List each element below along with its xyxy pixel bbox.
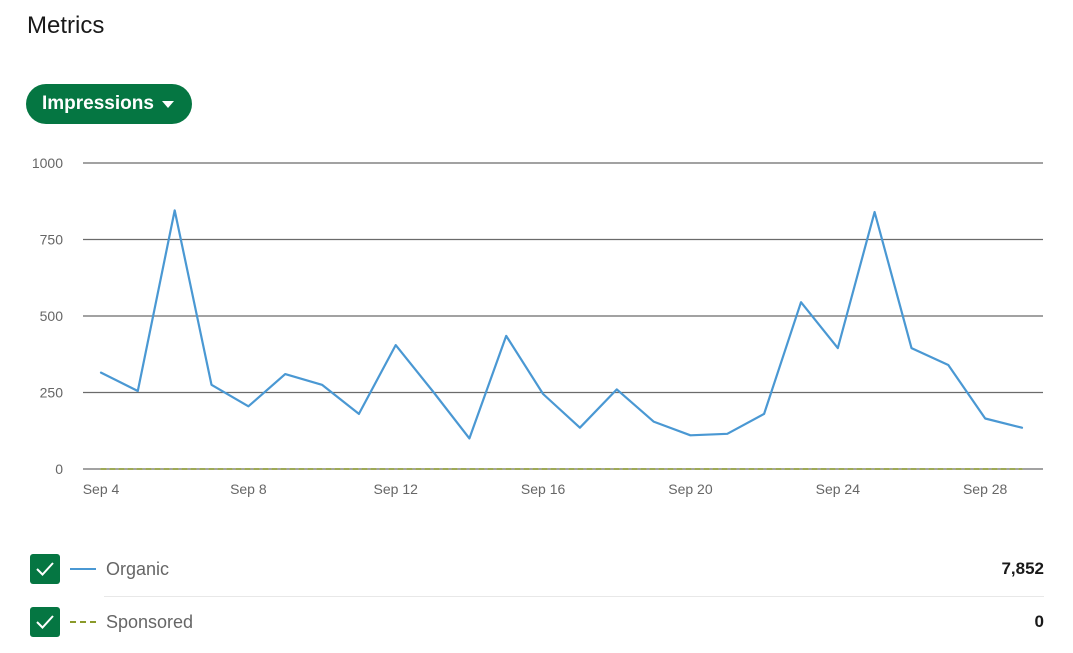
x-tick-label-sep-28: Sep 28 xyxy=(963,481,1008,497)
x-tick-label-sep-12: Sep 12 xyxy=(374,481,419,497)
legend-label-organic: Organic xyxy=(106,558,170,579)
checkmark-icon xyxy=(36,615,54,629)
sponsored-total: 0 xyxy=(1034,612,1044,631)
x-tick-label-sep-24: Sep 24 xyxy=(816,481,861,497)
legend-item-organic[interactable]: Organic 7,852 xyxy=(30,547,1044,591)
series-line-organic xyxy=(99,209,1024,440)
legend-divider xyxy=(104,596,1044,597)
x-tick-label-sep-8: Sep 8 xyxy=(230,481,267,497)
y-tick-label-0: 0 xyxy=(55,461,63,477)
legend-item-sponsored[interactable]: Sponsored 0 xyxy=(30,600,1044,644)
x-tick-label-sep-20: Sep 20 xyxy=(668,481,713,497)
metric-dropdown-label: Impressions xyxy=(42,93,154,114)
page-title: Metrics xyxy=(27,12,105,39)
organic-total: 7,852 xyxy=(1001,559,1044,578)
y-tick-label-750: 750 xyxy=(40,232,64,248)
caret-down-icon xyxy=(161,100,174,108)
impressions-line-chart: 0 250 500 750 1000 Sep 4 Sep 8 Sep 12 Sep 16 Sep … xyxy=(32,155,1043,497)
x-tick-label-sep-16: Sep 16 xyxy=(521,481,566,497)
x-tick-label-sep-4: Sep 4 xyxy=(83,481,120,497)
sponsored-legend-swatch xyxy=(70,621,96,623)
metric-dropdown-button[interactable]: Impressions xyxy=(26,84,192,124)
legend-label-sponsored: Sponsored xyxy=(106,611,194,632)
sponsored-checkbox[interactable] xyxy=(30,607,60,637)
checkmark-icon xyxy=(36,562,54,576)
y-tick-label-500: 500 xyxy=(40,308,64,324)
organic-legend-swatch xyxy=(70,568,96,570)
organic-checkbox[interactable] xyxy=(30,554,60,584)
y-tick-label-1000: 1000 xyxy=(32,155,63,171)
y-tick-label-250: 250 xyxy=(40,385,64,401)
